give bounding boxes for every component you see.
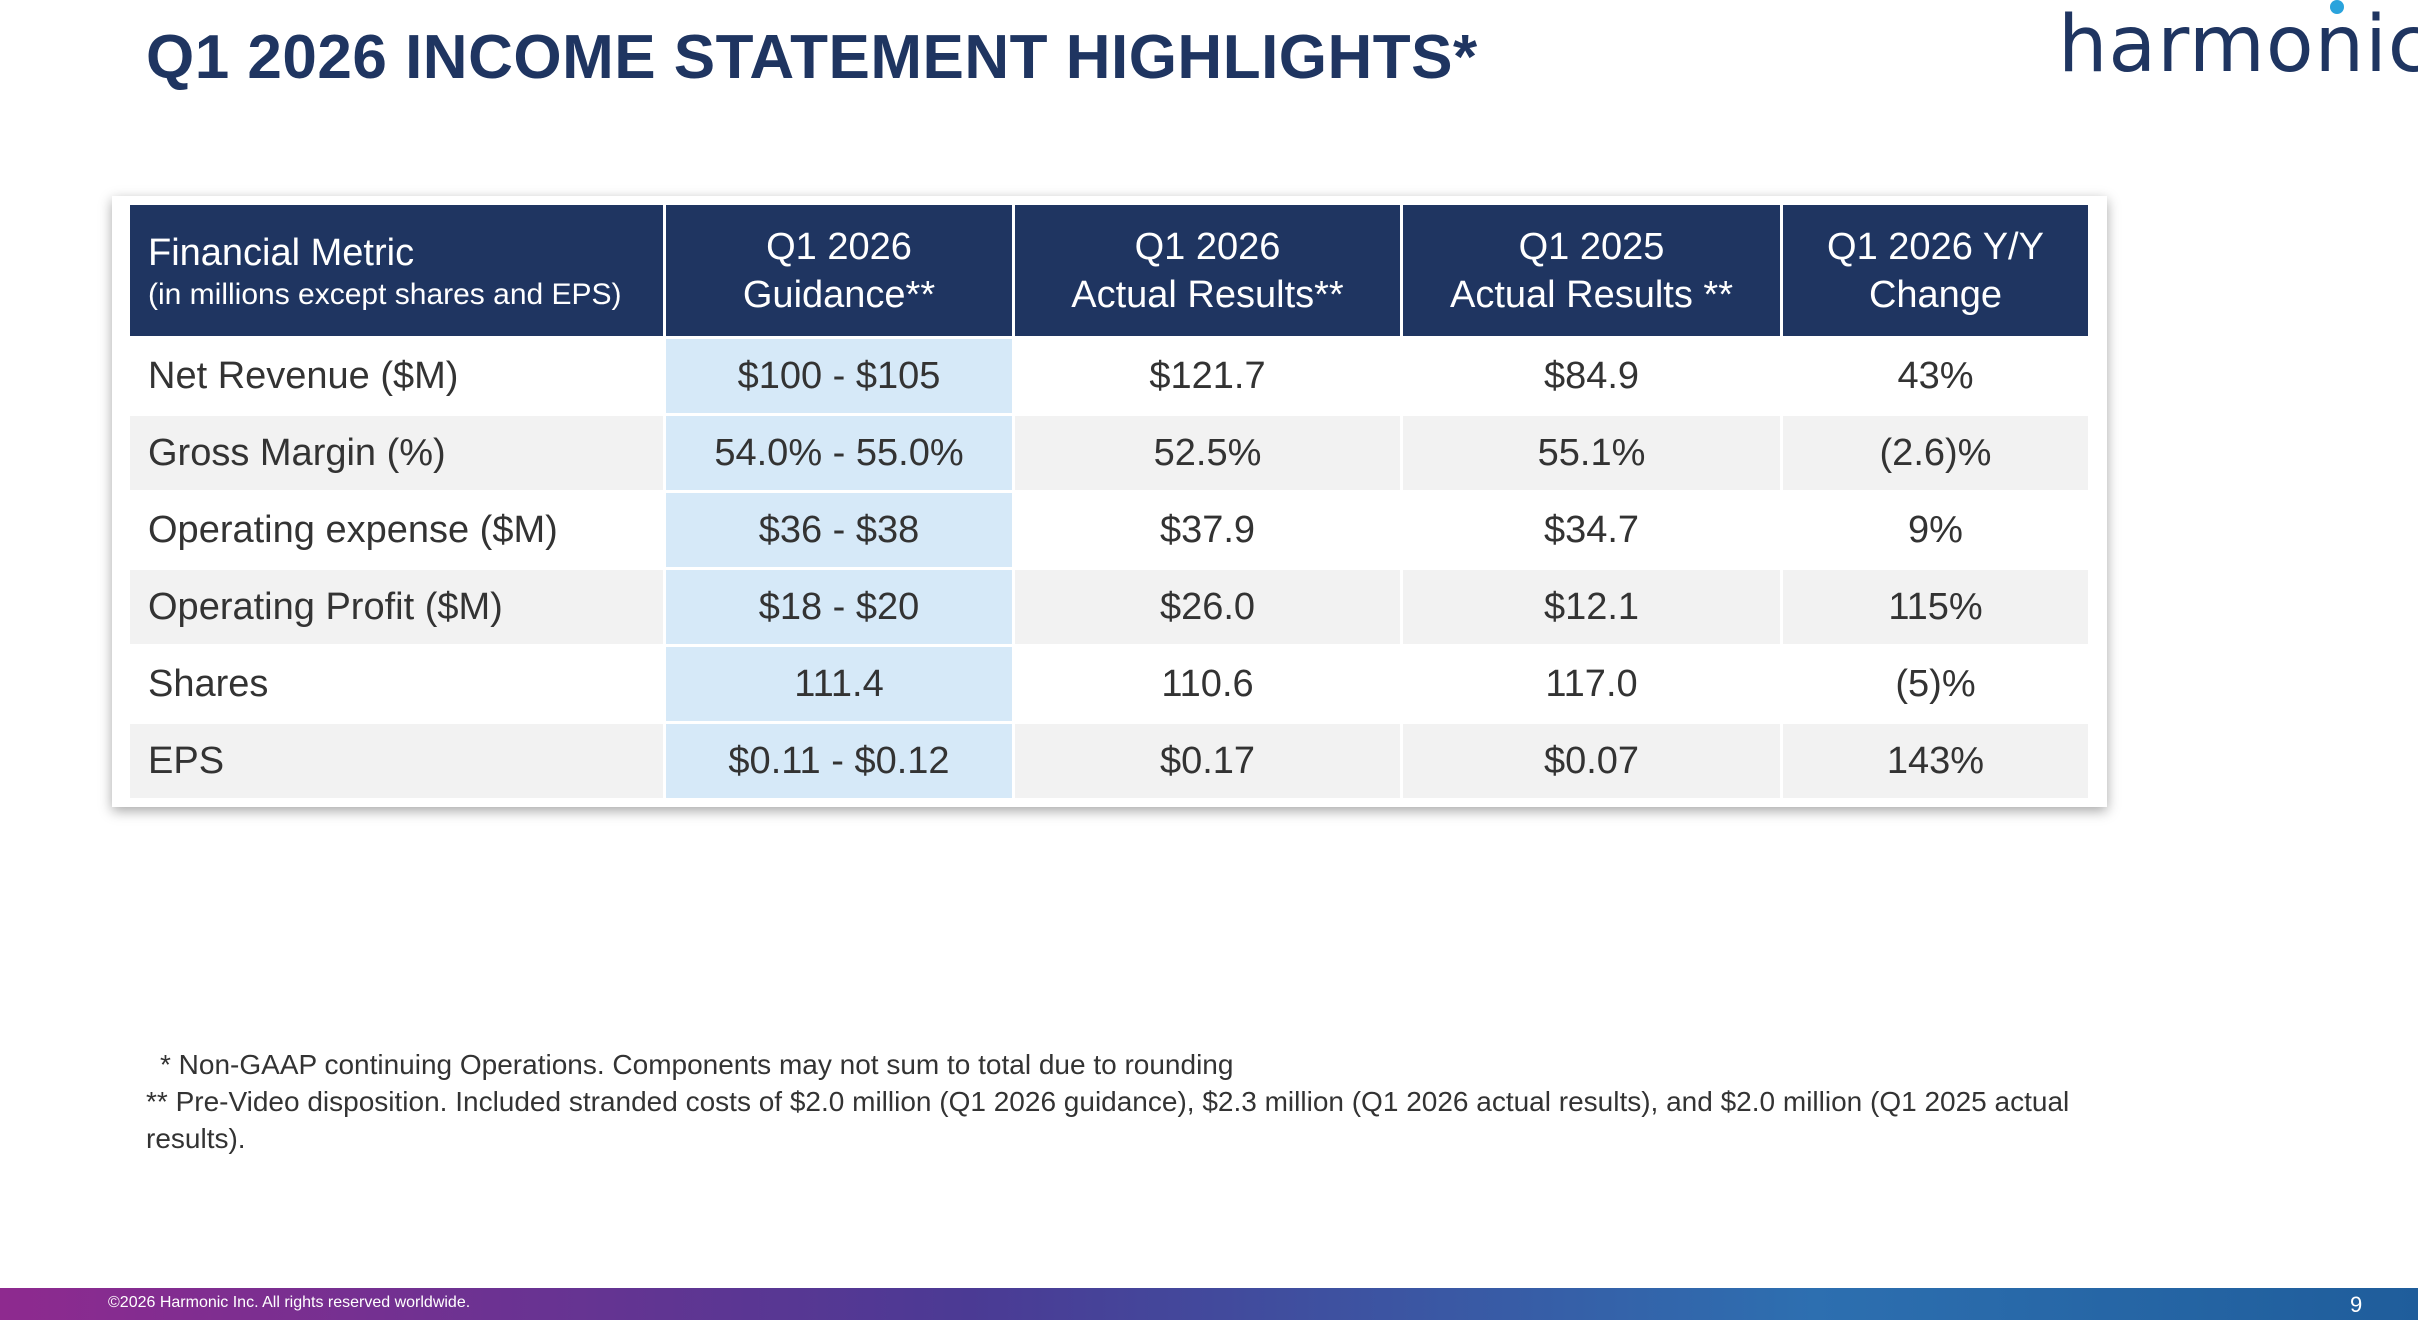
logo-dot — [2330, 0, 2344, 14]
table-cell: $18 - $20 — [663, 567, 1015, 647]
footnotes: * Non-GAAP continuing Operations. Compon… — [146, 1046, 2106, 1157]
table-cell: 110.6 — [1012, 644, 1403, 724]
header-line: Q1 2026 — [1134, 225, 1281, 268]
table-cell: 111.4 — [663, 644, 1015, 724]
table-row: Shares 111.4 110.6 117.0 (5)% — [127, 644, 2091, 724]
table-cell: 52.5% — [1012, 413, 1403, 493]
table-cell: $26.0 — [1012, 567, 1403, 647]
header-row: Financial Metric (in millions except shar… — [127, 202, 2091, 339]
slide-title: Q1 2026 INCOME STATEMENT HIGHLIGHTS* — [146, 23, 1478, 92]
header-line: Q1 2025 — [1518, 225, 1665, 268]
table-cell: Gross Margin (%) — [127, 413, 666, 493]
table-row: Operating expense ($M) $36 - $38 $37.9 $34.… — [127, 490, 2091, 570]
table: Financial Metric (in millions except shar… — [127, 202, 2091, 801]
footnote: * Non-GAAP continuing Operations. Compon… — [160, 1049, 1234, 1080]
header-line: Guidance** — [742, 273, 936, 316]
table-cell: $0.07 — [1400, 721, 1783, 801]
page-number: 9 — [2350, 1292, 2363, 1317]
table-cell: $0.11 - $0.12 — [663, 721, 1015, 801]
table-cell: Shares — [127, 644, 666, 724]
table-cell: 115% — [1780, 567, 2091, 647]
table-cell: $84.9 — [1400, 336, 1783, 416]
header-cell: Q1 2026 Guidance** — [663, 202, 1015, 339]
table-cell: 9% — [1780, 490, 2091, 570]
header-line: Actual Results** — [1071, 273, 1344, 316]
table-cell: $0.17 — [1012, 721, 1403, 801]
table-row: EPS $0.11 - $0.12 $0.17 $0.07 143% — [127, 721, 2091, 801]
footer-bar: ©2026 Harmonic Inc. All rights reserved … — [0, 1288, 2418, 1320]
table-cell: $100 - $105 — [663, 336, 1015, 416]
header-cell: Q1 2026 Actual Results** — [1012, 202, 1403, 339]
table-cell: 54.0% - 55.0% — [663, 413, 1015, 493]
header-line: Q1 2026 — [766, 225, 912, 268]
table-cell: $34.7 — [1400, 490, 1783, 570]
header-cell: Q1 2026 Y/Y Change — [1780, 202, 2091, 339]
table-cell: Net Revenue ($M) — [127, 336, 666, 416]
copyright: ©2026 Harmonic Inc. All rights reserved … — [108, 1294, 471, 1311]
table-cell: 43% — [1780, 336, 2091, 416]
header-line: (in millions except shares and EPS) — [148, 277, 622, 311]
table-cell: (2.6)% — [1780, 413, 2091, 493]
table-cell: 143% — [1780, 721, 2091, 801]
header-cell: Financial Metric (in millions except shar… — [127, 202, 666, 339]
table-cell: 55.1% — [1400, 413, 1783, 493]
header-line: Change — [1868, 273, 2003, 316]
table-cell: 117.0 — [1400, 644, 1783, 724]
header-cell: Q1 2025 Actual Results ** — [1400, 202, 1783, 339]
table-row: Operating Profit ($M) $18 - $20 $26.0 $12.1… — [127, 567, 2091, 647]
table-row: Gross Margin (%) 54.0% - 55.0% 52.5% 55.1%(… — [127, 413, 2091, 493]
table-cell: $121.7 — [1012, 336, 1403, 416]
header-line: Actual Results ** — [1449, 273, 1733, 316]
table-cell: EPS — [127, 721, 666, 801]
table-cell: Operating expense ($M) — [127, 490, 666, 570]
header-line: Q1 2026 Y/Y — [1827, 225, 2044, 268]
table-container: Financial Metric (in millions except shar… — [112, 196, 2107, 807]
header-line: Financial Metric — [148, 231, 415, 274]
table-row: Net Revenue ($M) $100 - $105 $121.7 $84.9 43… — [127, 336, 2091, 416]
table-cell: $12.1 — [1400, 567, 1783, 647]
table-cell: Operating Profit ($M) — [127, 567, 666, 647]
table-cell: $36 - $38 — [663, 490, 1015, 570]
table-cell: $37.9 — [1012, 490, 1403, 570]
table-cell: (5)% — [1780, 644, 2091, 724]
footnote: ** Pre-Video disposition. Included stran… — [146, 1086, 2070, 1154]
logo: harmonic — [2058, 0, 2418, 90]
